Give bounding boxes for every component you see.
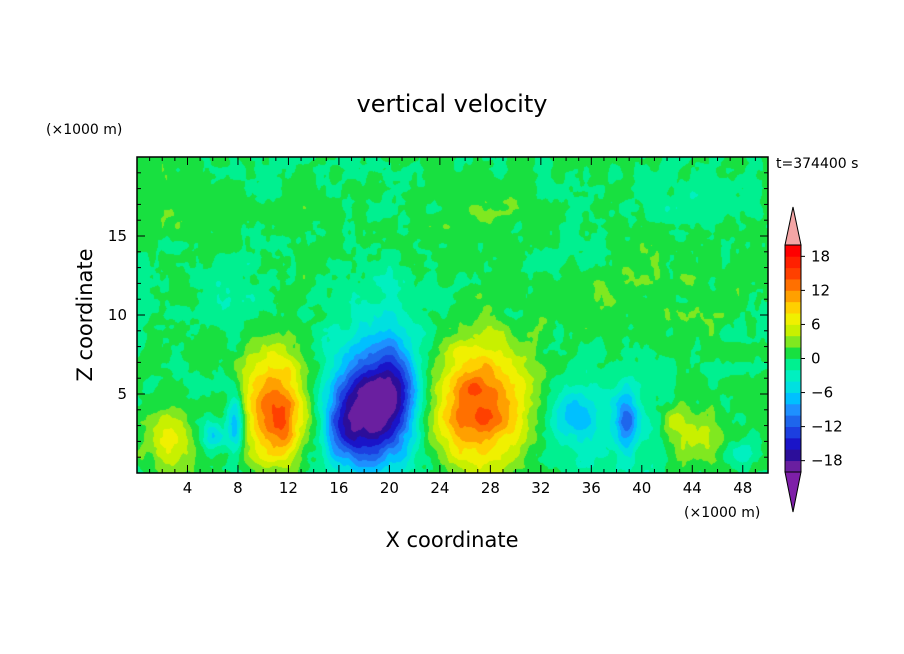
colorbar: 18 12 6 0 −6 −12 −18: [784, 206, 843, 513]
colorbar-band: [785, 279, 801, 291]
colorbar-tick-label: 6: [811, 315, 821, 333]
colorbar-band: [785, 449, 801, 462]
colorbar-band: [785, 256, 801, 269]
x-tick-label: 12: [279, 479, 298, 497]
chart-title: vertical velocity: [357, 90, 548, 118]
colorbar-over-arrow: [784, 206, 802, 246]
colorbar-tick-label: 0: [811, 350, 821, 368]
y-tick-label: 10: [108, 306, 127, 324]
colorbar-band: [785, 426, 801, 439]
colorbar-tick-label: 18: [811, 247, 830, 265]
x-tick-label: 28: [481, 479, 500, 497]
colorbar-band: [785, 358, 801, 371]
colorbar-band: [785, 313, 801, 325]
x-tick-label: 16: [329, 479, 348, 497]
colorbar-band: [785, 437, 801, 450]
colorbar-band: [785, 403, 801, 416]
x-tick-label: 32: [531, 479, 550, 497]
colorbar-tick-label: −18: [811, 452, 843, 470]
colorbar-band: [785, 415, 801, 427]
x-axis-label: X coordinate: [385, 528, 518, 552]
x-tick-label: 36: [582, 479, 601, 497]
heatmap-field: [137, 157, 768, 473]
y-unit-label: (×1000 m): [46, 122, 122, 138]
x-tick-label: 8: [233, 479, 243, 497]
y-tick-label: 5: [117, 385, 127, 403]
colorbar-band: [785, 381, 801, 393]
x-tick-label: 44: [683, 479, 702, 497]
colorbar-tick-label: −12: [811, 418, 843, 436]
colorbar-tick-label: −6: [811, 384, 833, 402]
x-unit-label: (×1000 m): [684, 505, 760, 521]
colorbar-band: [785, 301, 801, 314]
x-tick-label: 4: [183, 479, 193, 497]
colorbar-band: [785, 335, 801, 348]
y-axis-label: Z coordinate: [73, 248, 97, 381]
colorbar-band: [785, 460, 801, 473]
time-label: t=374400 s: [776, 156, 858, 172]
colorbar-under-arrow: [784, 471, 802, 513]
x-tick-label: 40: [632, 479, 651, 497]
x-tick-label: 24: [430, 479, 449, 497]
colorbar-band: [785, 369, 801, 382]
colorbar-band: [785, 392, 801, 405]
colorbar-band: [785, 347, 801, 359]
y-tick-label: 15: [108, 227, 127, 245]
x-tick-label: 20: [380, 479, 399, 497]
x-tick-label: 48: [733, 479, 752, 497]
colorbar-band: [785, 245, 801, 257]
colorbar-band: [785, 290, 801, 303]
colorbar-tick-label: 12: [811, 281, 830, 299]
colorbar-band: [785, 324, 801, 337]
colorbar-band: [785, 267, 801, 280]
